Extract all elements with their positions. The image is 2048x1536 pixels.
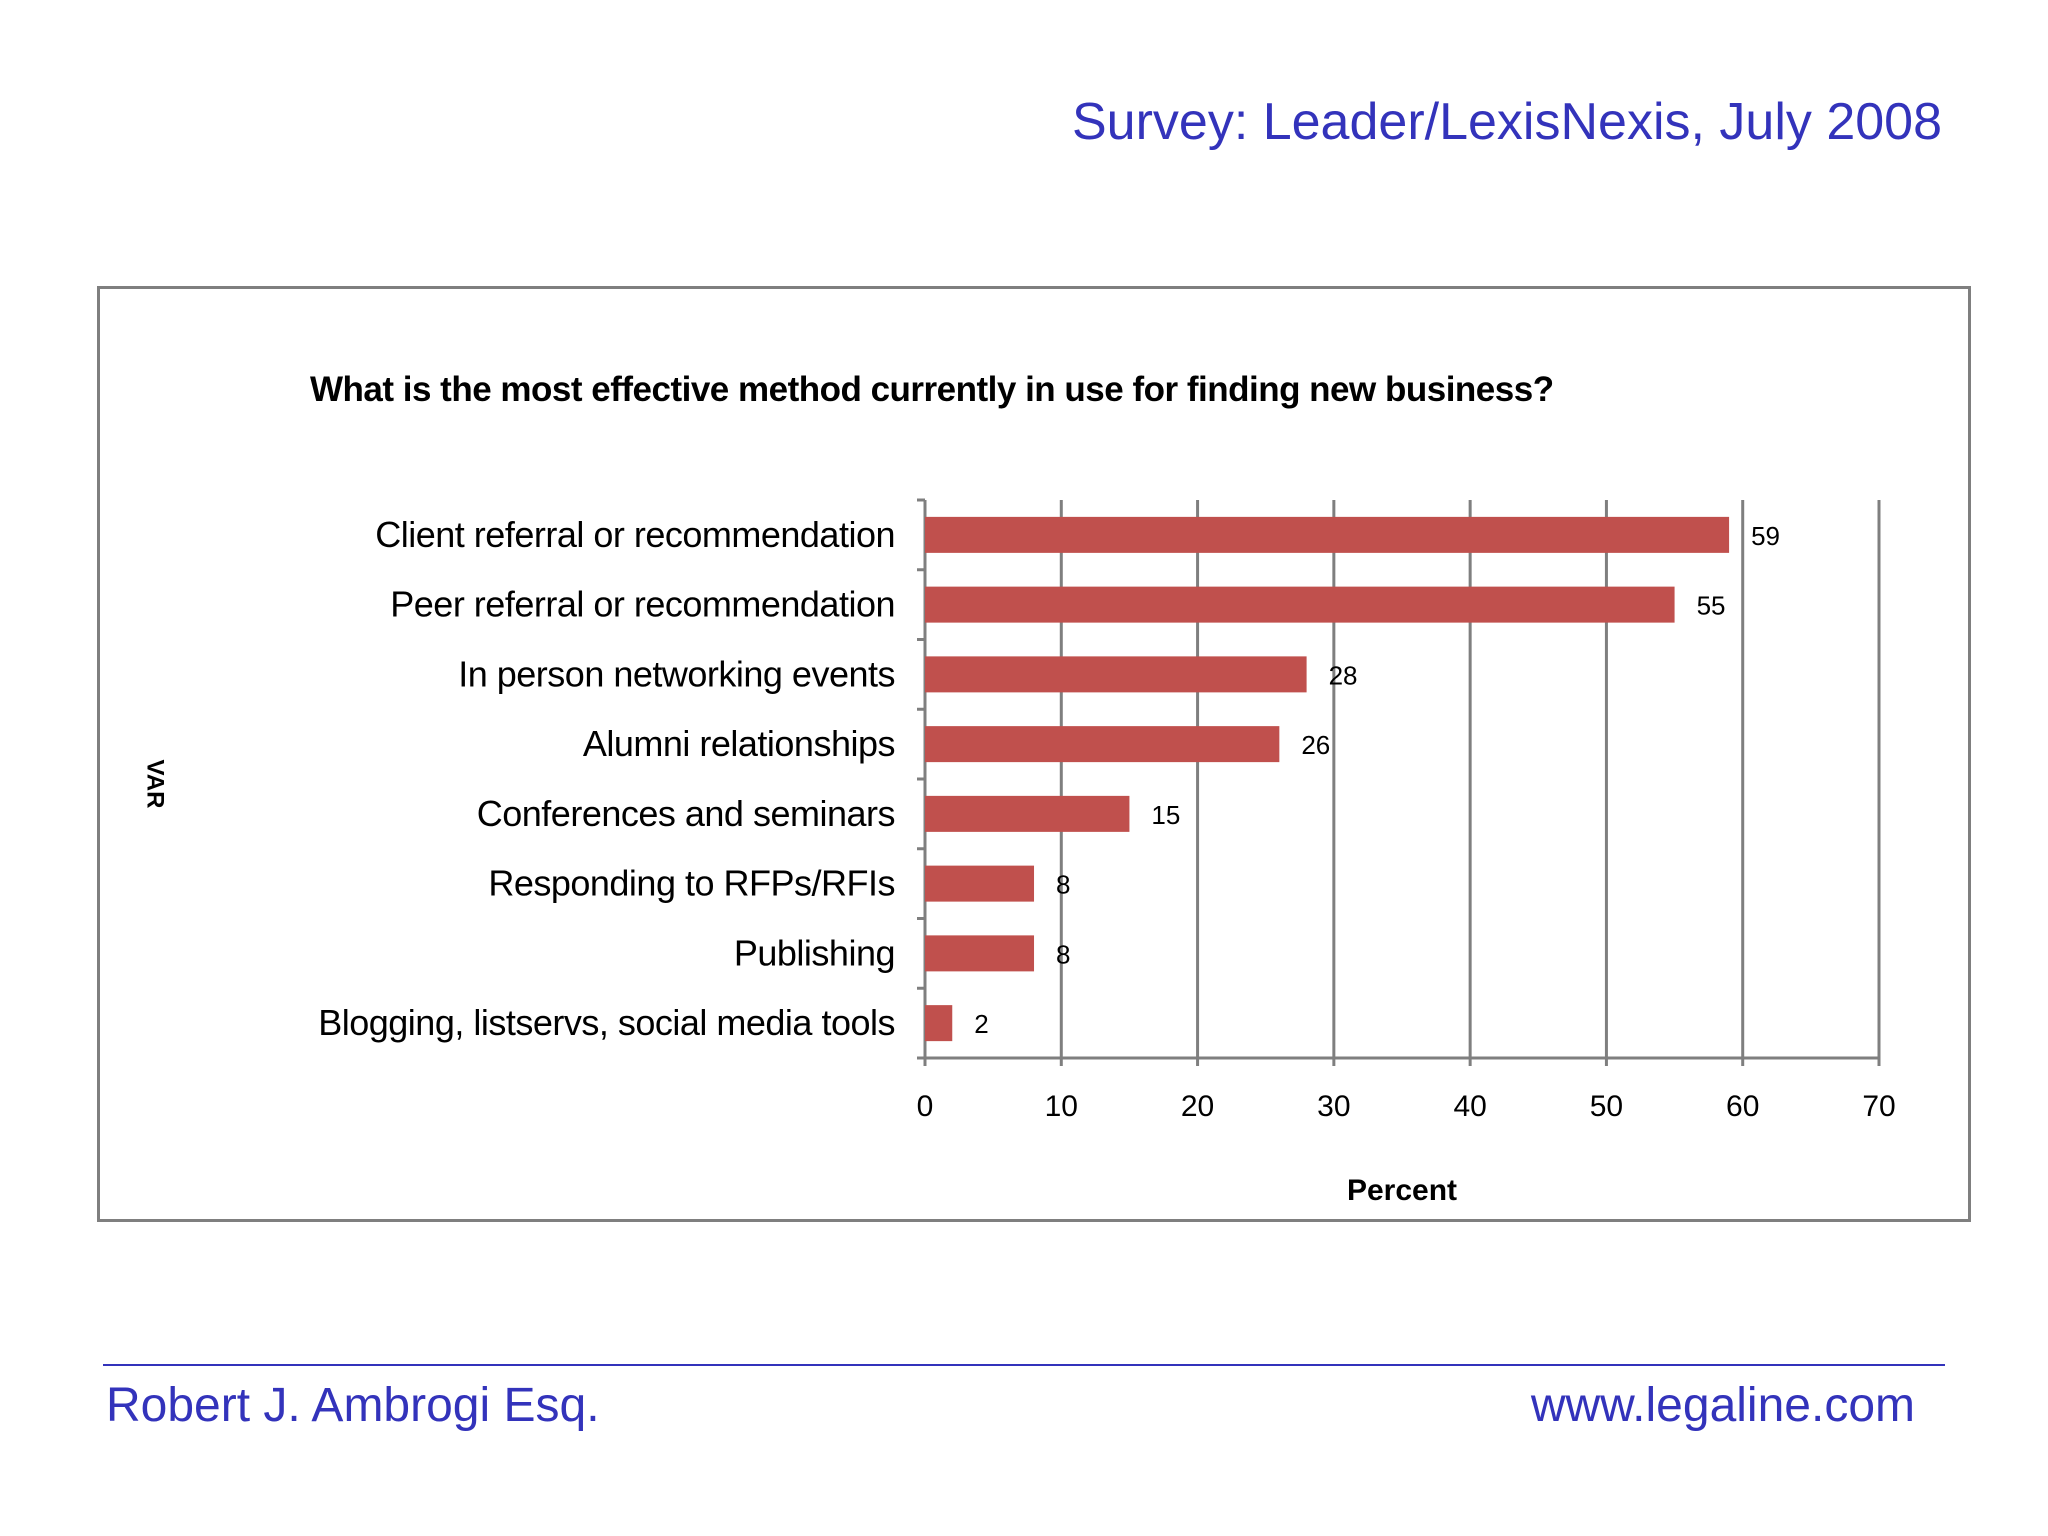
bar	[925, 795, 1130, 832]
bar	[925, 726, 1280, 763]
data-label: 55	[1697, 591, 1726, 621]
footer-rule	[103, 1364, 1945, 1366]
x-axis-title: Percent	[1347, 1174, 1457, 1207]
survey-source-label: Survey: Leader/LexisNexis, July 2008	[1071, 93, 1942, 151]
bar	[925, 656, 1307, 693]
x-tick-label: 60	[1726, 1090, 1759, 1123]
category-label: Alumni relationships	[583, 723, 895, 764]
bar	[925, 935, 1035, 972]
data-label: 28	[1329, 660, 1358, 690]
category-label: Client referral or recommendation	[375, 514, 895, 555]
footer-author: Robert J. Ambrogi Esq.	[106, 1379, 600, 1432]
data-label: 59	[1751, 521, 1780, 551]
category-label: Peer referral or recommendation	[390, 584, 895, 625]
category-label: Responding to RFPs/RFIs	[488, 863, 895, 904]
x-tick-label: 30	[1317, 1090, 1350, 1123]
data-label: 2	[974, 1009, 988, 1039]
x-tick-label: 10	[1045, 1090, 1078, 1123]
bar	[925, 1005, 953, 1042]
bar	[925, 865, 1035, 902]
category-label: Blogging, listservs, social media tools	[318, 1002, 895, 1043]
data-label: 8	[1056, 870, 1070, 900]
footer-website: www.legaline.com	[1530, 1379, 1915, 1432]
category-label: Conferences and seminars	[477, 793, 895, 834]
x-tick-label: 70	[1862, 1090, 1895, 1123]
x-tick-label: 0	[917, 1090, 934, 1123]
x-tick-label: 50	[1590, 1090, 1623, 1123]
chart-title: What is the most effective method curren…	[310, 370, 1554, 409]
data-label: 8	[1056, 939, 1070, 969]
data-label: 15	[1151, 800, 1180, 830]
x-tick-label: 20	[1181, 1090, 1214, 1123]
x-tick-label: 40	[1453, 1090, 1486, 1123]
bar	[925, 516, 1730, 553]
data-label: 26	[1301, 730, 1330, 760]
category-label: In person networking events	[458, 653, 895, 694]
bar	[925, 586, 1675, 623]
category-label: Publishing	[734, 932, 895, 973]
